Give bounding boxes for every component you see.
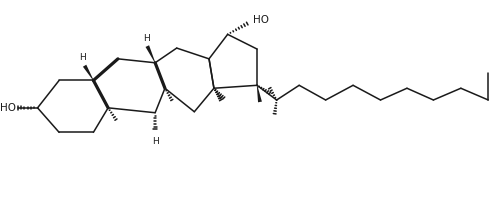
Text: H: H xyxy=(143,34,149,43)
Polygon shape xyxy=(257,85,262,102)
Text: H: H xyxy=(79,53,86,62)
Text: H: H xyxy=(151,137,158,146)
Polygon shape xyxy=(83,65,93,81)
Text: HO: HO xyxy=(0,103,16,113)
Text: HO: HO xyxy=(253,15,269,25)
Polygon shape xyxy=(145,45,155,63)
